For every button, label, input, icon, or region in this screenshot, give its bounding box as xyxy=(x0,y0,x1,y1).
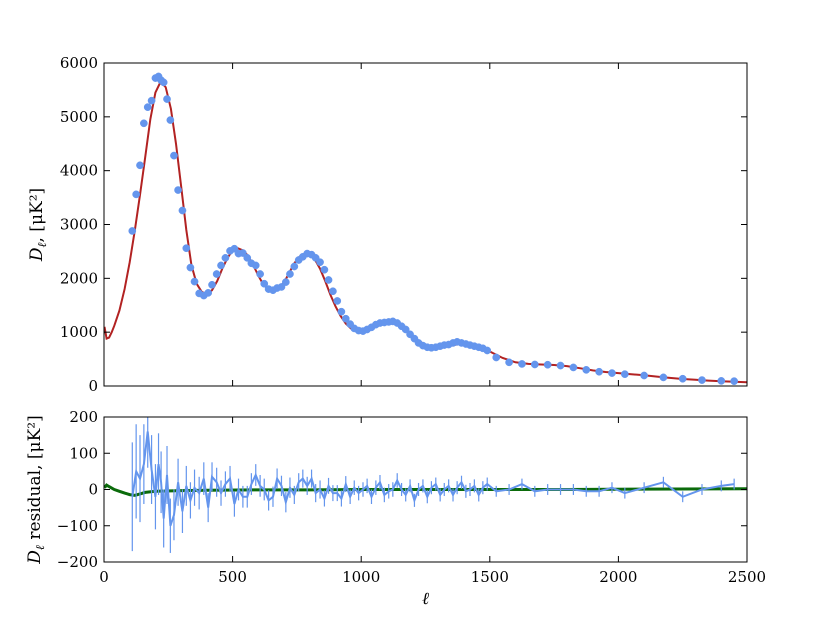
data-point xyxy=(260,279,269,288)
y-tick-label: 200 xyxy=(69,408,98,426)
data-point xyxy=(147,96,156,105)
data-point xyxy=(569,363,578,372)
bottom-plot-area xyxy=(104,417,747,553)
data-point xyxy=(640,371,648,380)
data-point xyxy=(329,287,337,296)
data-point xyxy=(132,190,140,199)
y-tick-label: 6000 xyxy=(60,54,98,72)
data-point xyxy=(290,262,299,271)
data-point xyxy=(698,376,706,384)
y-axis-label: Dℓ residual, [μK²] xyxy=(25,415,47,564)
data-point xyxy=(170,151,178,160)
data-point xyxy=(717,377,726,385)
y-tick-label: 5000 xyxy=(60,108,98,126)
data-point xyxy=(251,261,260,270)
data-point xyxy=(659,373,668,382)
data-point xyxy=(208,280,216,289)
x-tick-label: 1500 xyxy=(471,568,509,586)
model-curve xyxy=(104,80,747,384)
y-tick-label: 100 xyxy=(69,444,98,462)
data-point xyxy=(492,353,501,362)
data-point xyxy=(190,277,199,286)
data-point xyxy=(730,377,738,386)
data-point xyxy=(595,367,603,376)
data-point xyxy=(518,360,526,368)
spectrum-panel: 0 1000 2000 3000 4000 5000 6000 Dℓ, [μK²] xyxy=(27,54,748,395)
y-tick-label: 0 xyxy=(88,377,98,395)
data-point xyxy=(140,119,148,128)
data-point xyxy=(582,366,591,374)
data-point xyxy=(166,116,175,124)
data-point xyxy=(341,314,350,323)
data-point xyxy=(186,263,195,272)
data-point xyxy=(505,358,513,367)
x-tick-label: 2500 xyxy=(728,568,766,586)
data-point xyxy=(543,360,552,369)
data-point xyxy=(163,95,171,103)
data-point xyxy=(178,206,187,215)
y-tick-label: −100 xyxy=(57,517,98,535)
data-point xyxy=(243,254,252,262)
data-point xyxy=(324,276,333,284)
top-frame xyxy=(103,62,748,387)
y-tick-label: 2000 xyxy=(60,269,98,287)
y-tick-label: 1000 xyxy=(60,323,98,341)
data-point xyxy=(143,103,152,111)
x-tick-label: 500 xyxy=(218,568,247,586)
data-point xyxy=(608,369,616,377)
data-point xyxy=(556,361,565,370)
data-point xyxy=(401,325,410,334)
data-point xyxy=(174,186,182,194)
data-point xyxy=(281,278,290,286)
data-point xyxy=(204,289,213,297)
x-tick-label: 1000 xyxy=(342,568,380,586)
data-point xyxy=(530,360,539,369)
data-point xyxy=(316,258,324,267)
y-tick-label: −200 xyxy=(57,553,98,571)
data-point xyxy=(277,283,286,291)
data-point xyxy=(286,270,294,278)
data-point xyxy=(136,161,144,170)
data-point xyxy=(239,249,247,257)
data-point xyxy=(678,374,687,383)
data-point xyxy=(221,254,230,262)
data-point xyxy=(320,265,329,274)
data-point xyxy=(128,227,137,235)
y-axis-label: Dℓ, [μK²] xyxy=(27,188,49,262)
data-point xyxy=(217,261,225,270)
y-tick-label: 0 xyxy=(88,481,98,499)
x-tick-label: 0 xyxy=(99,568,109,586)
y-tick-label: 4000 xyxy=(60,162,98,180)
data-point xyxy=(483,346,492,355)
y-tick-label: 3000 xyxy=(60,216,98,234)
residual-data-line xyxy=(131,431,735,527)
x-tick-label: 2000 xyxy=(599,568,637,586)
data-point xyxy=(212,270,221,278)
data-point xyxy=(337,307,346,316)
top-plot-area xyxy=(104,72,747,386)
data-point xyxy=(620,370,629,379)
data-point xyxy=(159,78,168,87)
data-point xyxy=(182,244,191,253)
data-point xyxy=(256,270,264,278)
x-axis-label: ℓ xyxy=(422,589,429,609)
data-point xyxy=(333,297,342,305)
